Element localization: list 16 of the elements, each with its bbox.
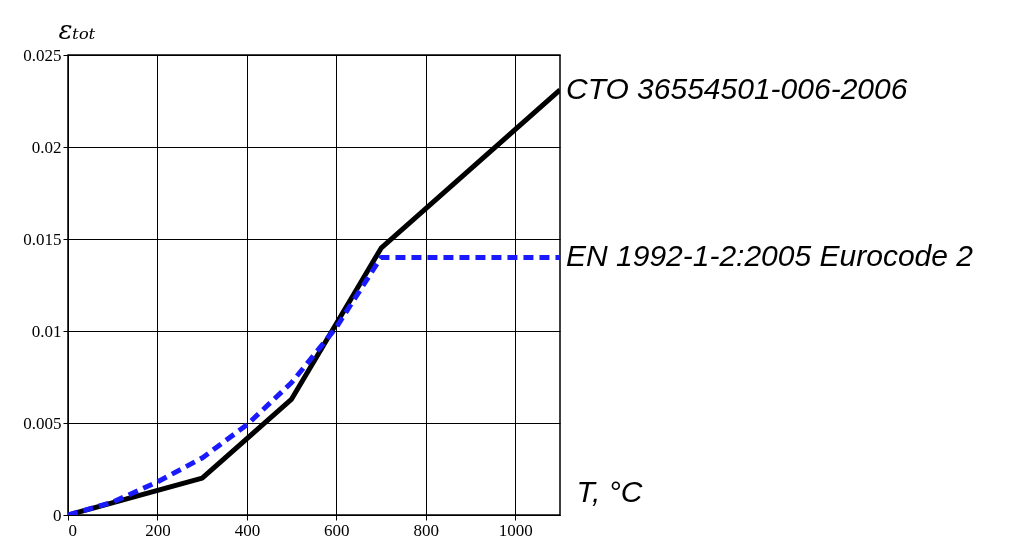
y-tick-label: 0.025	[23, 45, 62, 65]
series-label: CTO 36554501-006-2006	[566, 71, 908, 105]
y-tick-label: 0.005	[23, 413, 62, 433]
series-label: EN 1992-1-2:2005 Eurocode 2	[566, 239, 974, 273]
y-tick-label: 0	[53, 505, 62, 525]
x-tick-label: 600	[324, 520, 350, 540]
y-tick-label: 0.015	[23, 229, 62, 249]
x-tick-label: 800	[413, 520, 440, 540]
x-axis-title: T, °C	[576, 474, 643, 508]
y-tick-label: 0.01	[31, 321, 62, 341]
y-axis-title: εₜₒₜ	[58, 14, 96, 45]
x-tick-label: 200	[145, 520, 171, 540]
y-tick-label: 0.02	[31, 137, 62, 157]
x-tick-label: 1000	[498, 520, 533, 540]
x-tick-label: 400	[234, 520, 261, 540]
x-tick-label: 0	[68, 520, 77, 540]
